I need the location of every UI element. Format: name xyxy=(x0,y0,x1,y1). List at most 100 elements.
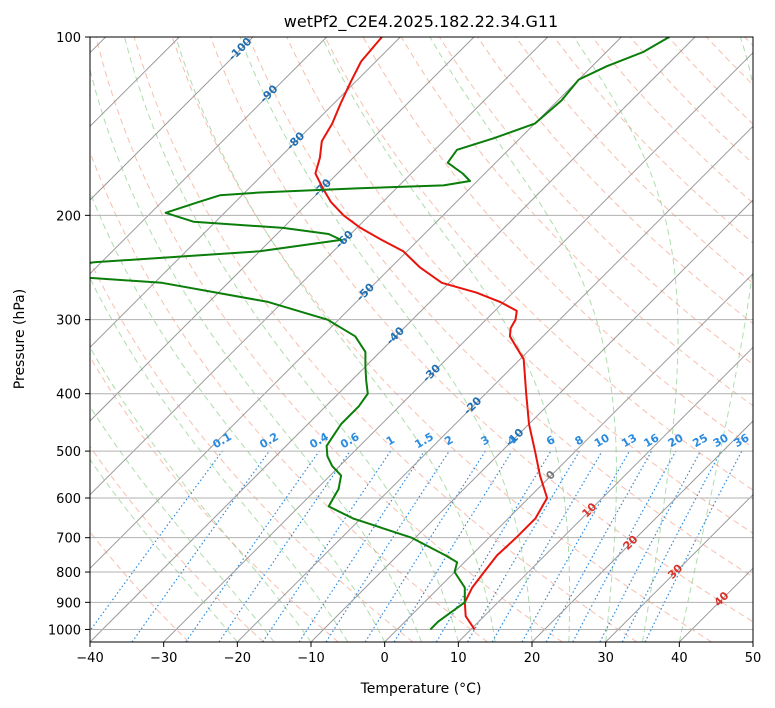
background-lines xyxy=(90,37,753,642)
isotherm xyxy=(236,125,753,642)
dry-adiabat xyxy=(90,356,339,642)
mixing-ratio-line xyxy=(364,450,486,642)
x-tick-label: 0 xyxy=(381,651,389,666)
dry-adiabat xyxy=(706,37,753,86)
isotherm xyxy=(90,37,696,642)
mixing-ratio-line xyxy=(298,450,425,642)
mixing-ratio-line xyxy=(644,450,743,642)
isotherm xyxy=(90,37,401,349)
moist-adiabat xyxy=(90,67,422,642)
sounding-series xyxy=(90,37,670,631)
isotherm xyxy=(90,37,254,201)
mixing-ratio-line xyxy=(90,450,223,632)
dry-adiabat xyxy=(90,531,190,642)
dry-adiabat xyxy=(210,37,753,623)
mixing-ratio-line xyxy=(435,450,552,642)
isotherm xyxy=(90,37,328,275)
mixing-ratio-line xyxy=(325,450,450,642)
dry-adiabat xyxy=(553,37,753,244)
moist-adiabat xyxy=(429,37,617,642)
moist-adiabat xyxy=(90,405,275,642)
x-axis-title: Temperature (°C) xyxy=(360,681,482,697)
x-tick-label: 20 xyxy=(524,651,541,666)
chart-title: wetPf2_C2E4.2025.182.22.34.G11 xyxy=(284,12,558,32)
mixing-ratio-line xyxy=(218,450,351,642)
dry-adiabat xyxy=(171,37,712,642)
dry-adiabat xyxy=(591,37,753,204)
moist-adiabat xyxy=(678,37,753,642)
mixing-ratio-line xyxy=(185,450,320,642)
x-axis: −40 −30 −20 −10 0 10 20 30 40 50 xyxy=(76,642,761,666)
mixing-ratio-label: 0.2 xyxy=(257,430,280,451)
dewpoint-profile-line xyxy=(90,37,670,631)
dry-adiabat xyxy=(133,37,638,642)
isotherm xyxy=(678,567,753,642)
mixing-ratio-label: 0.1 xyxy=(210,430,233,451)
mixing-ratio-line xyxy=(545,450,653,642)
moist-adiabat xyxy=(175,37,496,642)
isotherm xyxy=(531,420,753,642)
mixing-ratio-label: 30 xyxy=(711,431,731,450)
isotherm xyxy=(752,641,753,642)
mixing-ratio-label: 1 xyxy=(384,433,397,448)
dry-adiabat xyxy=(515,37,753,284)
dry-adiabat xyxy=(286,37,753,534)
mixing-ratio-line xyxy=(466,450,580,642)
isopleth-labels: -100-90-80-70-60-50-40-30-20-100.1 0.2 0.4… xyxy=(210,37,752,609)
y-tick-label: 200 xyxy=(56,209,81,224)
isotherm xyxy=(90,37,475,422)
mixing-ratio-line xyxy=(599,450,702,642)
mixing-ratio-label: 36 xyxy=(732,431,752,450)
y-tick-label: 300 xyxy=(56,314,81,329)
dry-adiabat xyxy=(90,445,264,642)
moist-adiabat xyxy=(239,37,533,642)
dry-adiabat xyxy=(744,37,753,47)
x-tick-label: −10 xyxy=(297,651,324,666)
y-tick-label: 500 xyxy=(56,445,81,460)
dry-adiabat xyxy=(248,37,753,578)
dry-adiabat xyxy=(324,37,753,491)
mixing-ratio-label: 8 xyxy=(573,433,586,448)
mixing-ratio-label: 16 xyxy=(641,431,661,450)
y-tick-label: 400 xyxy=(56,388,81,403)
dry-adiabat xyxy=(95,37,563,642)
mixing-ratio-label: 1.5 xyxy=(413,430,436,451)
isotherm xyxy=(605,493,753,642)
moist-adiabat xyxy=(90,458,238,642)
x-tick-label: −20 xyxy=(224,651,251,666)
mixing-ratio-label: 2 xyxy=(442,433,455,448)
mixing-ratio-label: 10 xyxy=(592,431,612,450)
mixing-ratio-label: 3 xyxy=(479,433,492,448)
x-tick-label: −30 xyxy=(150,651,177,666)
moist-adiabat xyxy=(90,277,349,642)
y-axis-title: Pressure (hPa) xyxy=(12,289,28,389)
x-tick-label: 10 xyxy=(450,651,467,666)
mixing-ratio-line xyxy=(393,450,513,642)
mixing-ratio-label: 6 xyxy=(544,433,557,448)
x-tick-label: 50 xyxy=(745,651,762,666)
moist-adiabat xyxy=(124,37,459,642)
temperature-profile-line xyxy=(314,37,549,630)
moist-adiabat xyxy=(321,37,571,642)
y-tick-label: 900 xyxy=(56,596,81,611)
x-tick-label: 30 xyxy=(597,651,614,666)
y-tick-label: 800 xyxy=(56,566,81,581)
isotherm xyxy=(90,37,622,570)
dry-adiabat xyxy=(90,259,414,642)
dry-adiabat xyxy=(668,37,753,125)
y-axis: 100 200 300 400 500 600 700 800 900 1000 xyxy=(48,31,90,638)
moist-adiabat xyxy=(573,37,679,642)
mixing-ratio-line xyxy=(521,450,631,642)
y-tick-label: 100 xyxy=(56,31,81,46)
mixing-ratio-label: 25 xyxy=(690,431,710,450)
mixing-ratio-line xyxy=(572,450,677,642)
pressure-gridlines xyxy=(90,37,753,630)
mixing-ratio-label: 20 xyxy=(666,431,686,450)
x-tick-label: −40 xyxy=(76,651,103,666)
plot-frame xyxy=(89,36,754,643)
isotherm xyxy=(384,272,753,642)
mixing-ratio-line xyxy=(131,450,270,642)
mixing-ratio-line xyxy=(262,450,392,642)
moist-adiabat xyxy=(90,346,312,642)
